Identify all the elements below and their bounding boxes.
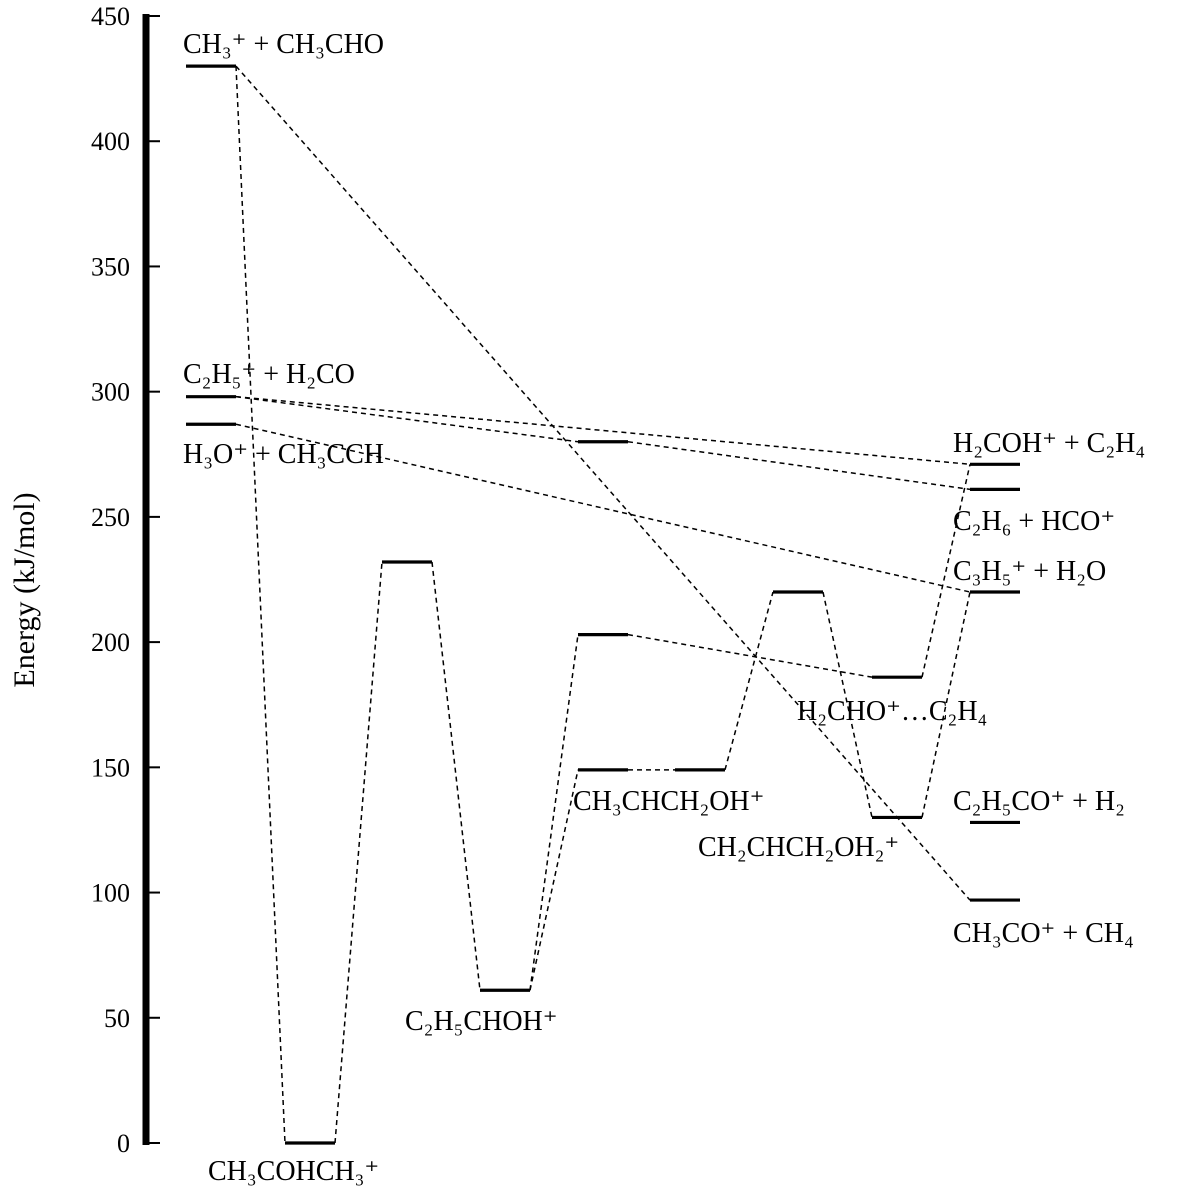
- label-ch3chch2oh: CH₃CHCH₂OH⁺: [573, 786, 764, 817]
- label-ch2chch2oh2: CH₂CHCH₂OH₂⁺: [698, 832, 899, 863]
- connector-h2cho-c2h4-complex-to-h2coh-c2h4: [921, 464, 971, 678]
- tick-label: 200: [91, 628, 130, 657]
- tick-label: 100: [91, 879, 130, 908]
- label-ch3-ch3cho: CH₃⁺ + CH₃CHO: [183, 29, 384, 60]
- connector-ch3-ch3cho-to-ch3co-ch4: [235, 65, 971, 901]
- label-c2h5-h2co: C₂H₅⁺ + H₂CO: [183, 359, 355, 390]
- axis-title: Energy (kJ/mol): [8, 492, 41, 687]
- tick-label: 150: [91, 753, 130, 782]
- connector-ch3cohch3-to-ts1: [334, 561, 383, 1144]
- tick-label: 50: [104, 1004, 130, 1033]
- connector-c2h5choh-to-ch3chch2oh: [529, 769, 579, 991]
- label-c2h5choh: C₂H₅CHOH⁺: [405, 1006, 558, 1037]
- axis-ticks: 0 50 100 150 200 250 300 350 400 450: [91, 2, 160, 1158]
- connector-ch3-ch3cho-to-ch3cohch3: [235, 66, 286, 1144]
- label-h3o-ch3cch: H₃O⁺ + CH₃CCH: [183, 439, 384, 470]
- connectors: [235, 65, 971, 1144]
- connector-c2h5-h2co-to-ts-280: [235, 395, 579, 443]
- connector-ts-203-to-h2cho-c2h4-complex: [627, 633, 873, 678]
- label-c3h5-h2o: C₃H₅⁺ + H₂O: [953, 556, 1106, 587]
- species-labels: CH₃⁺ + CH₃CHO C₂H₅⁺ + H₂CO H₃O⁺ + CH₃CCH…: [183, 29, 1145, 1187]
- label-ch3cohch3: CH₃COHCH₃⁺: [208, 1156, 379, 1187]
- label-h2cho-c2h4: H₂CHO⁺…C₂H₄: [797, 696, 987, 727]
- tick-label: 400: [91, 127, 130, 156]
- energy-levels: [186, 64, 1020, 1145]
- connector-ts1-to-c2h5choh: [431, 561, 481, 991]
- connector-c2h5-h2co-to-h2coh-c2h4: [235, 395, 971, 466]
- label-ch3co-ch4: CH₃CO⁺ + CH₄: [953, 918, 1134, 949]
- connector-ts-149b-to-ts-220: [724, 591, 774, 771]
- label-c2h6-hco: C₂H₆ + HCO⁺: [953, 506, 1115, 537]
- tick-label: 250: [91, 503, 130, 532]
- label-h2coh-c2h4: H₂COH⁺ + C₂H₄: [953, 428, 1145, 459]
- connector-ts-220-to-ch2chch2oh2: [822, 591, 873, 818]
- tick-label: 300: [91, 378, 130, 407]
- label-c2h5co-h2: C₂H₅CO⁺ + H₂: [953, 786, 1125, 817]
- tick-label: 350: [91, 252, 130, 281]
- tick-label: 450: [91, 2, 130, 31]
- connector-c2h5choh-to-ts-203: [529, 634, 579, 991]
- connector-ch2chch2oh2-to-c3h5-h2o: [921, 591, 971, 818]
- connector-ts-280-to-c2h6-hco: [627, 441, 971, 491]
- tick-label: 0: [117, 1129, 130, 1158]
